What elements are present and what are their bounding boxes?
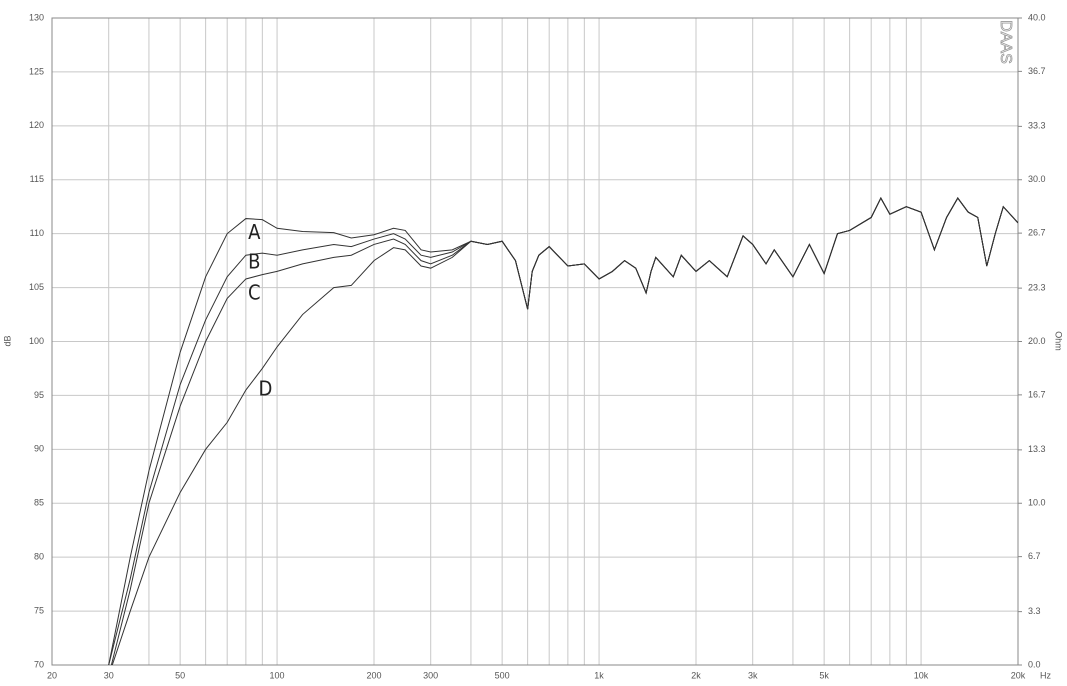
x-tick-label: 100 [270, 670, 285, 680]
y2-tick-label: 33.3 [1028, 121, 1046, 131]
x-tick-label: 3k [748, 670, 758, 680]
y-tick-label: 85 [34, 498, 44, 508]
series-label: A [248, 220, 261, 244]
x-tick-label: 30 [104, 670, 114, 680]
y2-tick-label: 40.0 [1028, 12, 1046, 22]
x-tick-label: 20 [47, 670, 57, 680]
plot-frame [51, 17, 1019, 666]
y-tick-label: 70 [34, 659, 44, 669]
x-tick-label: 500 [495, 670, 510, 680]
y2-tick-label: 6.7 [1028, 551, 1041, 561]
x-tick-label: 1k [594, 670, 604, 680]
y-tick-label: 95 [34, 390, 44, 400]
y2-tick-label: 30.0 [1028, 174, 1046, 184]
y-tick-label: 105 [29, 282, 44, 292]
x-tick-label: 5k [819, 670, 829, 680]
y2-tick-label: 3.3 [1028, 606, 1041, 616]
y-tick-label: 120 [29, 120, 44, 130]
y2-tick-label: 0.0 [1028, 659, 1041, 669]
y2-tick-label: 23.3 [1028, 282, 1046, 292]
y2-tick-label: 10.0 [1028, 498, 1046, 508]
y2-axis-label: Ohm [1054, 331, 1064, 351]
y2-tick-label: 20.0 [1028, 336, 1046, 346]
y-tick-label: 125 [29, 66, 44, 76]
x-tick-label: 300 [423, 670, 438, 680]
y-tick-label: 110 [30, 228, 44, 238]
x-tick-label: 2k [691, 670, 701, 680]
series-line [111, 197, 1018, 665]
y-tick-label: 80 [34, 552, 44, 562]
y2-tick-label: 16.7 [1028, 389, 1046, 399]
y-tick-label: 100 [29, 336, 44, 346]
y-tick-label: 115 [30, 174, 44, 184]
watermark: DAAS [997, 20, 1014, 64]
x-axis-unit: Hz [1040, 670, 1051, 680]
y2-tick-label: 13.3 [1028, 444, 1046, 454]
y-tick-label: 75 [34, 605, 44, 615]
x-tick-label: 200 [366, 670, 381, 680]
y2-tick-label: 36.7 [1028, 66, 1046, 76]
x-tick-label: 10k [914, 670, 929, 680]
series-label: D [258, 377, 272, 401]
y-axis-label: dB [2, 335, 12, 346]
y-tick-label: 130 [29, 12, 44, 22]
x-tick-label: 20k [1011, 670, 1026, 680]
y-tick-label: 90 [34, 444, 44, 454]
series-label: C [248, 280, 261, 304]
x-tick-label: 50 [175, 670, 185, 680]
series-label: B [248, 250, 260, 274]
y2-tick-label: 26.7 [1028, 228, 1046, 238]
